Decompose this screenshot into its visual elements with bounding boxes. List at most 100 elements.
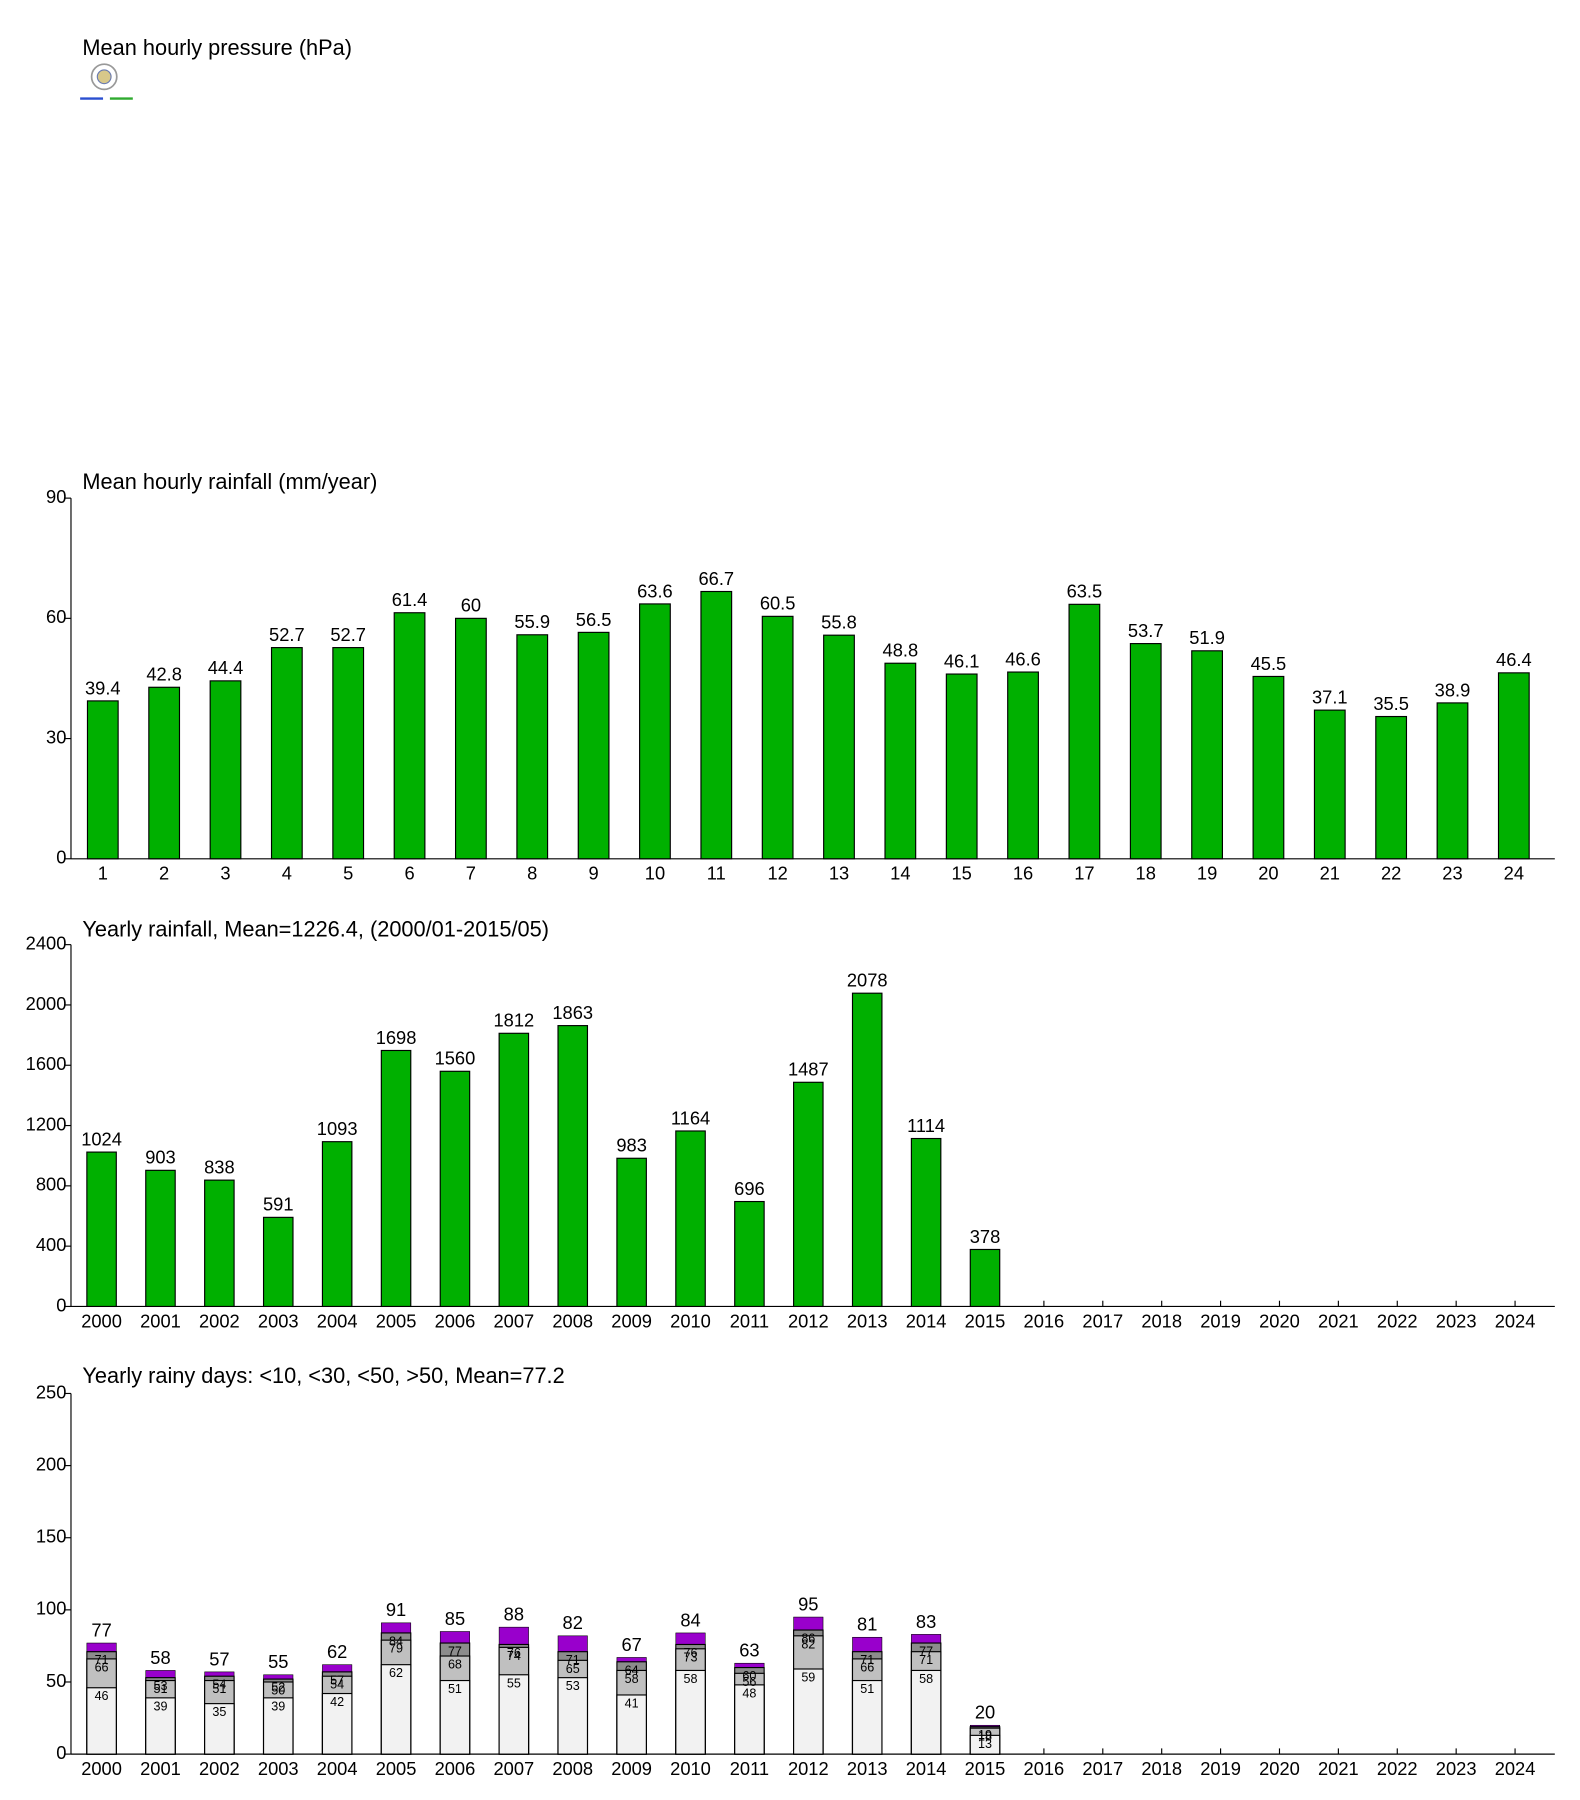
segment-label: 50 <box>271 1683 285 1697</box>
segment-label: 48 <box>742 1686 756 1700</box>
data-label: 44.4 <box>208 657 244 678</box>
x-tick-label: 2023 <box>1436 1310 1477 1331</box>
bar <box>332 647 365 860</box>
x-tick-label: 2023 <box>1436 1758 1477 1779</box>
bar <box>734 1200 765 1308</box>
segment-label: 53 <box>153 1679 167 1693</box>
bar <box>454 617 487 860</box>
x-tick-label: 21 <box>1320 863 1340 884</box>
data-label: 46.4 <box>1496 649 1532 670</box>
segment-label: 59 <box>801 1670 815 1684</box>
segment-label: 51 <box>860 1682 874 1696</box>
segment-label: 71 <box>566 1653 580 1667</box>
data-label: 2078 <box>847 970 888 991</box>
segment-label: 58 <box>625 1672 639 1686</box>
segment-label: 53 <box>566 1679 580 1693</box>
data-label: 84 <box>680 1609 700 1630</box>
x-tick-label: 2000 <box>81 1758 122 1779</box>
bar <box>793 1081 824 1308</box>
x-tick-label: 2011 <box>730 1310 769 1331</box>
bar-segment <box>851 1679 883 1755</box>
x-tick-label: 2017 <box>1082 1758 1123 1779</box>
data-label: 82 <box>563 1612 583 1633</box>
segment-label: 77 <box>919 1645 933 1659</box>
data-label: 46.1 <box>944 650 980 671</box>
x-tick-label: 2016 <box>1024 1310 1065 1331</box>
segment-label: 55 <box>507 1676 521 1690</box>
chart-title: Yearly rainfall, Mean=1226.4, (2000/01-2… <box>82 917 549 942</box>
y-tick-label: 90 <box>46 486 66 507</box>
bar <box>700 590 733 860</box>
x-tick-label: 2022 <box>1377 1310 1418 1331</box>
bar-segment <box>793 1668 824 1755</box>
segment-label: 77 <box>448 1645 462 1659</box>
x-tick-label: 2019 <box>1200 1310 1241 1331</box>
x-tick-label: 2008 <box>552 1310 593 1331</box>
y-tick-label: 100 <box>36 1598 67 1619</box>
data-label: 37.1 <box>1312 687 1348 708</box>
x-tick-label: 2010 <box>670 1310 711 1331</box>
bar <box>969 1248 1001 1308</box>
data-label: 63 <box>739 1640 759 1661</box>
x-tick-label: 2007 <box>493 1758 534 1779</box>
data-label: 838 <box>204 1157 235 1178</box>
x-tick-label: 2012 <box>788 1758 829 1779</box>
x-tick-label: 15 <box>952 863 972 884</box>
x-tick-label: 2022 <box>1377 1758 1418 1779</box>
segment-label: 18 <box>978 1730 992 1744</box>
bar <box>204 1179 235 1308</box>
x-tick-label: 2002 <box>199 1758 240 1779</box>
x-tick-label: 2020 <box>1259 1758 1300 1779</box>
segment-label: 62 <box>389 1666 403 1680</box>
x-tick-label: 14 <box>890 863 910 884</box>
data-label: 63.6 <box>637 580 673 601</box>
data-label: 1698 <box>376 1027 417 1048</box>
x-tick-label: 2001 <box>140 1310 181 1331</box>
segment-label: 54 <box>330 1678 344 1692</box>
x-tick-label: 2004 <box>317 1758 358 1779</box>
x-tick-label: 1 <box>98 863 108 884</box>
x-tick-label: 2016 <box>1024 1758 1065 1779</box>
bar-segment <box>145 1697 176 1755</box>
data-label: 91 <box>386 1599 406 1620</box>
data-label: 51.9 <box>1189 627 1225 648</box>
bar <box>1068 603 1101 860</box>
x-tick-label: 12 <box>767 863 787 884</box>
chart-title: Mean hourly rainfall (mm/year) <box>82 469 377 494</box>
data-label: 88 <box>504 1604 524 1625</box>
x-tick-label: 2014 <box>906 1310 947 1331</box>
y-tick-label: 0 <box>56 847 66 868</box>
x-tick-label: 2002 <box>199 1310 240 1331</box>
segment-label: 52 <box>271 1681 285 1695</box>
data-label: 53.7 <box>1128 620 1164 641</box>
bar-segment <box>616 1694 647 1755</box>
bar <box>270 647 303 860</box>
bar <box>145 1169 176 1308</box>
data-label: 85 <box>445 1608 465 1629</box>
x-tick-label: 22 <box>1381 863 1401 884</box>
data-label: 63.5 <box>1067 581 1103 602</box>
x-tick-label: 17 <box>1074 863 1094 884</box>
bar <box>1129 643 1162 860</box>
chart-title: Mean hourly pressure (hPa) <box>82 35 352 60</box>
y-tick-label: 50 <box>46 1670 66 1691</box>
bar <box>321 1141 353 1308</box>
bar-segment <box>321 1692 353 1755</box>
bar-segment <box>380 1664 412 1755</box>
bar <box>1252 675 1285 860</box>
segment-label: 71 <box>919 1653 933 1667</box>
x-tick-label: 2003 <box>258 1758 299 1779</box>
bar <box>577 631 610 860</box>
x-tick-label: 2017 <box>1082 1310 1123 1331</box>
x-tick-label: 2013 <box>847 1758 888 1779</box>
segment-label: 51 <box>212 1682 226 1696</box>
data-label: 1812 <box>493 1010 534 1031</box>
x-tick-label: 2010 <box>670 1758 711 1779</box>
data-label: 83 <box>916 1611 936 1632</box>
data-label: 55.8 <box>821 612 857 633</box>
data-label: 81 <box>857 1614 877 1635</box>
bar <box>439 1070 471 1308</box>
data-label: 56.5 <box>576 609 612 630</box>
x-tick-label: 2024 <box>1495 1758 1536 1779</box>
